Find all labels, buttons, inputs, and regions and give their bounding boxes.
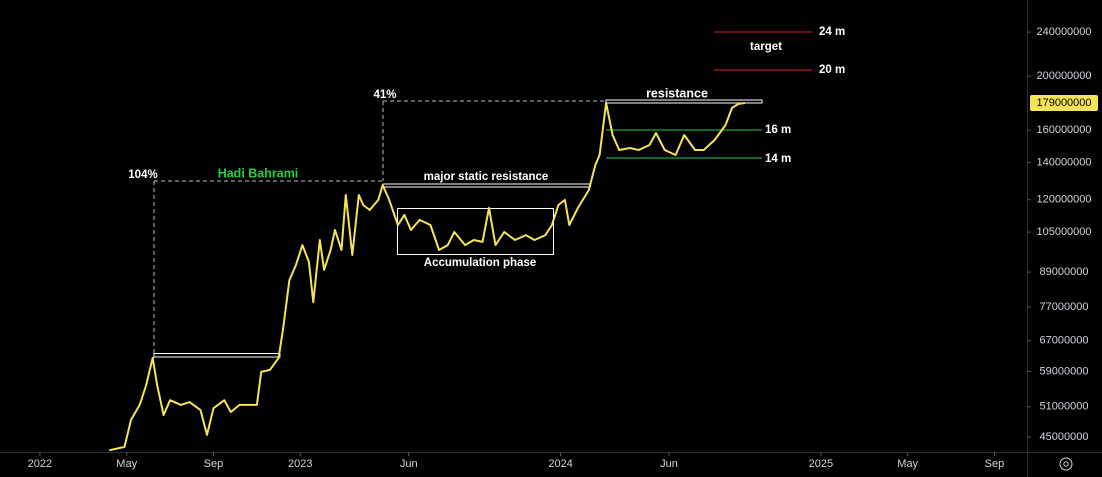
last-price-box [1030, 94, 1098, 111]
y-tick-label: 45000000 [1040, 431, 1089, 443]
level-label: 20 m [819, 64, 845, 76]
y-tick-label: 51000000 [1040, 401, 1089, 413]
author: Hadi Bahrami [218, 166, 299, 180]
y-tick-label: 89000000 [1040, 266, 1089, 278]
annotation: target [750, 41, 782, 53]
accumulation-box [397, 208, 554, 255]
x-tick-label: May [116, 458, 137, 470]
level-label: 16 m [765, 124, 791, 136]
x-tick-label: 2023 [288, 458, 312, 470]
x-tick-label: Sep [985, 458, 1005, 470]
measure-line [153, 100, 606, 355]
annotation: Accumulation phase [424, 257, 536, 269]
annotation: major static resistance [424, 171, 549, 183]
x-tick-label: Jun [400, 458, 418, 470]
settings-icon[interactable] [1059, 457, 1073, 471]
y-tick-label: 105000000 [1036, 226, 1091, 238]
resistance-band [605, 99, 763, 104]
annotation: 104% [128, 169, 157, 181]
annotation: 41% [373, 89, 396, 101]
x-tick-label: 2024 [548, 458, 572, 470]
y-tick-label: 240000000 [1036, 26, 1091, 38]
x-tick-label: 2022 [28, 458, 52, 470]
settings-icon-core[interactable] [1063, 461, 1069, 467]
y-tick-label: 140000000 [1036, 156, 1091, 168]
y-tick-label: 200000000 [1036, 70, 1091, 82]
level-label: 14 m [765, 153, 791, 165]
last-price-label: 179000000 [1036, 97, 1091, 109]
y-tick-label: 59000000 [1040, 365, 1089, 377]
x-tick-label: May [897, 458, 918, 470]
x-tick-label: Sep [204, 458, 224, 470]
x-tick-label: 2025 [809, 458, 833, 470]
x-tick-label: Jun [660, 458, 678, 470]
price-line [109, 102, 746, 452]
level-label: 24 m [819, 26, 845, 38]
y-tick-label: 160000000 [1036, 124, 1091, 136]
annotation: resistance [646, 86, 708, 100]
y-tick-label: 67000000 [1040, 335, 1089, 347]
y-tick-label: 77000000 [1040, 301, 1089, 313]
y-tick-label: 120000000 [1036, 194, 1091, 206]
settings-icon-ring[interactable] [1059, 457, 1073, 471]
